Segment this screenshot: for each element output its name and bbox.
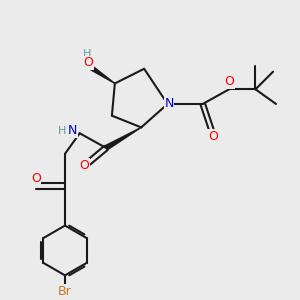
- Text: H: H: [83, 49, 91, 59]
- Text: O: O: [208, 130, 218, 143]
- Text: N: N: [164, 98, 174, 110]
- Text: O: O: [79, 159, 89, 172]
- Text: O: O: [31, 172, 41, 185]
- Polygon shape: [87, 64, 115, 83]
- Text: O: O: [83, 56, 93, 69]
- Text: N: N: [68, 124, 77, 137]
- Text: O: O: [224, 76, 234, 88]
- Polygon shape: [105, 128, 141, 150]
- Text: H: H: [58, 126, 66, 136]
- Text: Br: Br: [58, 285, 72, 298]
